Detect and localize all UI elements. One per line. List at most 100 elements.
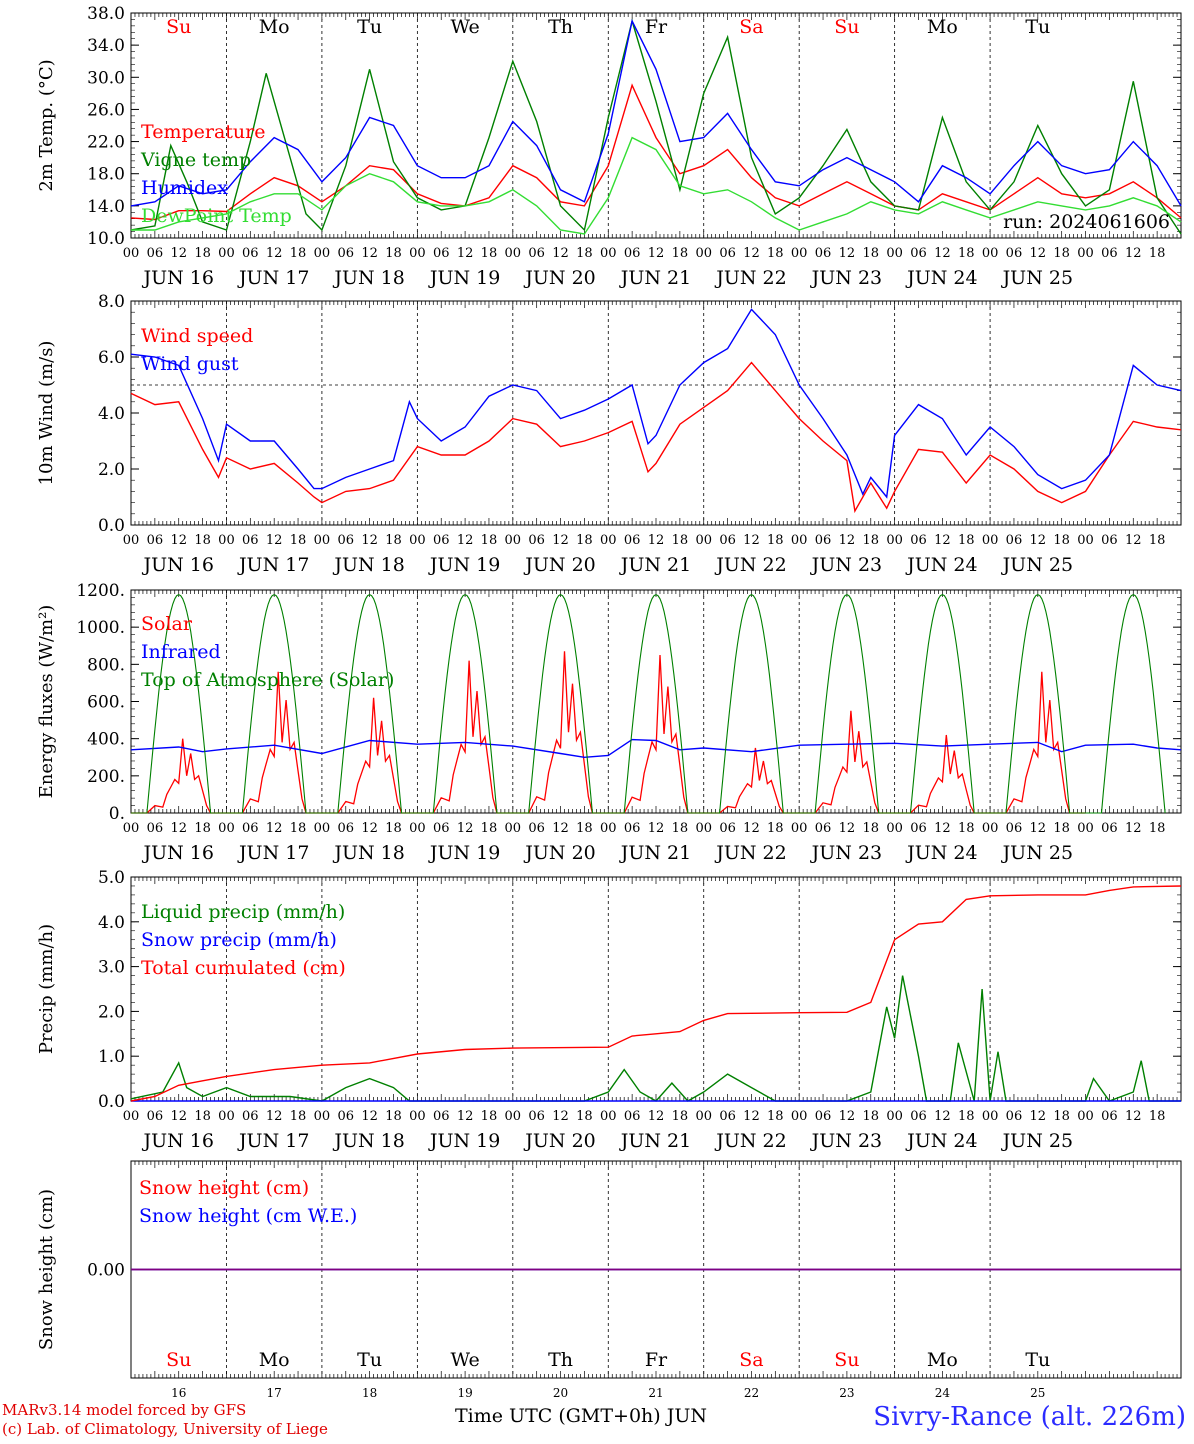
day-number-label: 17 [267,1386,282,1400]
hour-label: 12 [1125,246,1142,261]
date-label: JUN 25 [1001,842,1073,864]
date-label: JUN 22 [714,554,786,576]
hour-label: 12 [266,246,283,261]
weekday-label-top: Tu [357,16,382,38]
date-label: JUN 23 [810,842,882,864]
y-tick-label: 10.0 [87,229,125,249]
hour-label: 12 [1125,821,1142,836]
hour-label: 00 [982,533,999,548]
hour-label: 06 [910,1109,927,1124]
y-axis-title: Snow height (cm) [36,1189,57,1350]
weekday-label-bottom: Sa [739,1349,763,1371]
hour-label: 00 [409,246,426,261]
hour-label: 12 [457,1109,474,1124]
time-axis-label: Time UTC (GMT+0h) JUN [455,1405,707,1427]
wind-speed-line [130,361,1182,514]
hour-label: 12 [743,1109,760,1124]
day-number-label: 20 [553,1386,568,1400]
hour-label: 12 [457,821,474,836]
humidex-legend: Humidex [141,177,228,199]
hour-label: 18 [194,821,211,836]
date-label: JUN 20 [523,267,595,289]
weekday-label-bottom: Tu [357,1349,382,1371]
date-label: JUN 21 [619,842,691,864]
hour-label: 18 [290,1109,307,1124]
date-label: JUN 23 [810,554,882,576]
hour-label: 06 [624,821,641,836]
hour-label: 12 [361,533,378,548]
hour-label: 12 [552,1109,569,1124]
y-tick-label: 3.0 [98,958,125,978]
hour-label: 06 [1101,1109,1118,1124]
humidex-line [130,18,1182,207]
hour-label: 00 [982,246,999,261]
hour-label: 12 [743,533,760,548]
y-axis-title: 2m Temp. (°C) [36,59,57,191]
y-tick-label: 38.0 [87,4,125,24]
hour-label: 12 [1030,1109,1047,1124]
hour-label: 00 [791,246,808,261]
hour-label: 00 [218,821,235,836]
y-tick-label: 1.0 [98,1047,125,1067]
hour-label: 12 [1125,533,1142,548]
y-tick-label: 2.0 [98,1002,125,1022]
hour-label: 18 [862,1109,879,1124]
hour-label: 18 [576,1109,593,1124]
hour-label: 12 [552,533,569,548]
hour-label: 00 [218,1109,235,1124]
date-label: JUN 19 [428,1130,500,1152]
hour-label: 18 [672,533,689,548]
hour-label: 00 [600,246,617,261]
hour-label: 12 [361,1109,378,1124]
y-tick-label: 800. [87,655,125,675]
hour-label: 06 [719,533,736,548]
weekday-label-bottom: Su [166,1349,191,1371]
date-label: JUN 21 [619,267,691,289]
hour-label: 18 [1053,821,1070,836]
date-label: JUN 17 [237,1130,309,1152]
date-label: JUN 24 [905,842,977,864]
hour-label: 06 [147,1109,164,1124]
weekday-label-bottom: Mo [927,1349,958,1371]
hour-label: 12 [170,533,187,548]
hour-label: 18 [1149,821,1166,836]
weekday-label-bottom: Th [548,1349,573,1371]
run-label: run: 2024061606 [1003,211,1170,233]
hour-label: 18 [481,1109,498,1124]
hour-label: 12 [839,1109,856,1124]
y-tick-label: 1200. [76,581,125,601]
temperature-line [130,83,1182,221]
wind-gust-line [130,308,1182,499]
weekday-label-top: Mo [927,16,958,38]
hour-label: 12 [934,1109,951,1124]
weekday-label-top: Sa [739,16,763,38]
hour-label: 12 [552,246,569,261]
hour-label: 12 [839,821,856,836]
total-cumulated-cm-line [130,885,1182,1102]
day-number-label: 21 [648,1386,663,1400]
date-label: JUN 19 [428,554,500,576]
y-axis-title: Energy fluxes (W/m²) [36,605,57,799]
hour-label: 18 [194,246,211,261]
hour-label: 00 [600,533,617,548]
hour-label: 18 [481,246,498,261]
weekday-label-bottom: We [450,1349,479,1371]
day-number-label: 22 [744,1386,759,1400]
day-number-label: 24 [935,1386,951,1400]
y-tick-label: 8.0 [98,292,125,312]
hour-label: 00 [791,1109,808,1124]
hour-label: 00 [695,821,712,836]
infrared-legend: Infrared [141,641,221,663]
day-number-label: 19 [457,1386,472,1400]
hour-label: 12 [648,1109,665,1124]
date-label: JUN 24 [905,1130,977,1152]
hour-label: 12 [839,246,856,261]
hour-label: 18 [290,533,307,548]
date-label: JUN 22 [714,842,786,864]
date-label: JUN 18 [332,842,404,864]
hour-label: 12 [1030,246,1047,261]
date-label: JUN 16 [141,1130,213,1152]
hour-label: 00 [409,1109,426,1124]
hour-label: 06 [910,821,927,836]
solar-legend: Solar [141,613,193,635]
